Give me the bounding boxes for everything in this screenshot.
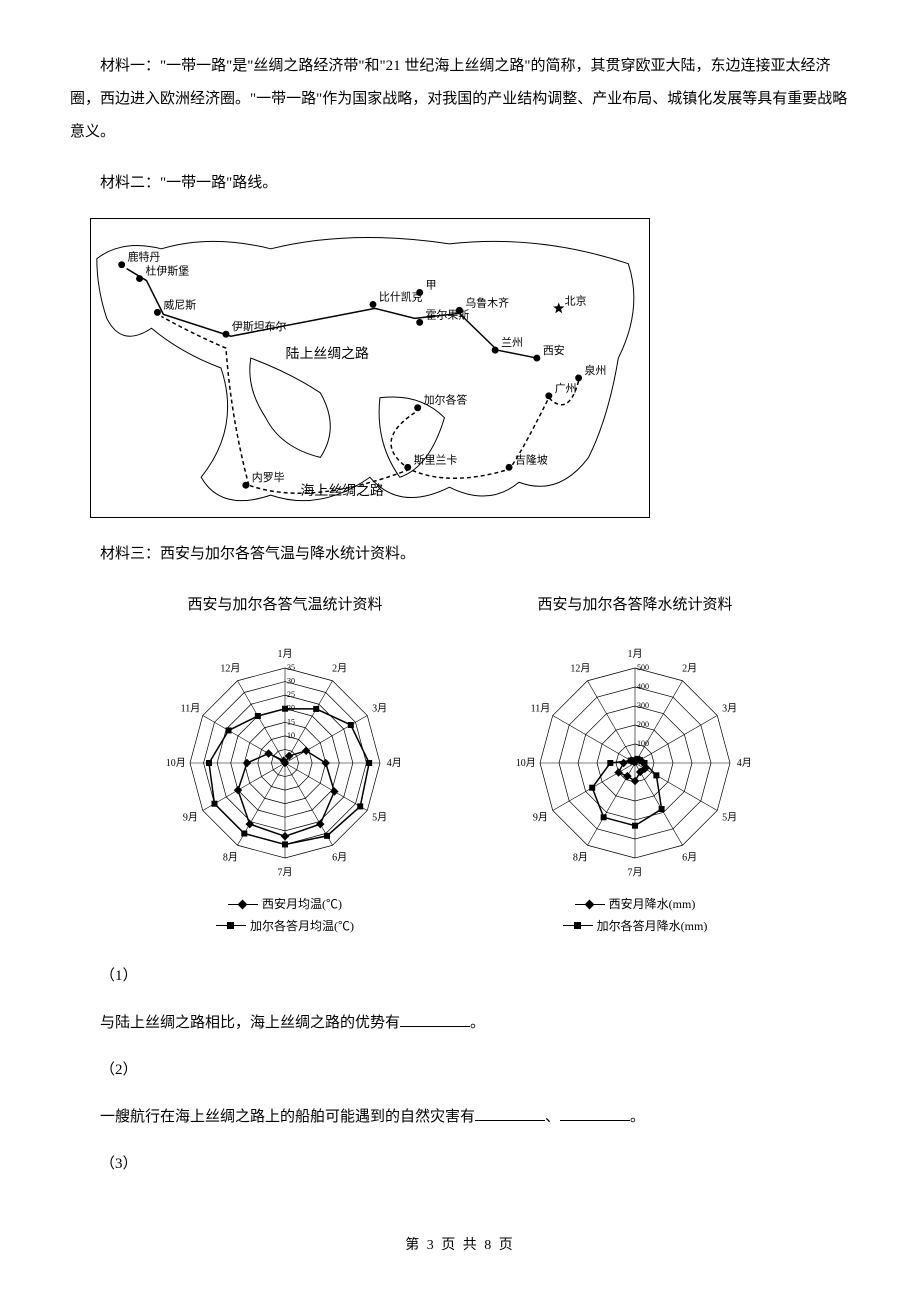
svg-text:鹿特丹: 鹿特丹 [128, 250, 161, 264]
temp-legend-1: 西安月均温(℃) [262, 895, 342, 913]
svg-text:1月: 1月 [628, 648, 643, 660]
q2-post: 。 [630, 1109, 645, 1125]
svg-text:11月: 11月 [181, 702, 201, 714]
svg-text:广州: 广州 [555, 382, 577, 395]
q1-pre: 与陆上丝绸之路相比，海上丝绸之路的优势有 [100, 1015, 400, 1031]
svg-text:3月: 3月 [372, 702, 387, 714]
svg-text:伊斯坦布尔: 伊斯坦布尔 [232, 319, 287, 333]
charts-row: 西安与加尔各答气温统计资料 1月 2月 3月 4月 5月 6月 7月 8月 9月 10月 11月 12… [130, 589, 850, 935]
svg-text:3月: 3月 [722, 702, 737, 714]
question-3-num: （3） [70, 1148, 850, 1181]
svg-text:海上丝绸之路: 海上丝绸之路 [300, 483, 383, 499]
temp-legend-2: 加尔各答月均温(℃) [250, 917, 354, 935]
svg-text:内罗毕: 内罗毕 [252, 470, 285, 484]
svg-text:300: 300 [637, 701, 649, 710]
q2-sep: 、 [545, 1109, 560, 1125]
svg-text:11月: 11月 [531, 702, 551, 714]
svg-text:8月: 8月 [573, 852, 588, 864]
svg-text:北京: 北京 [565, 293, 587, 307]
temp-chart-title: 西安与加尔各答气温统计资料 [130, 589, 440, 622]
svg-text:500: 500 [637, 663, 649, 672]
svg-text:西安: 西安 [543, 343, 565, 357]
precip-radar-svg: 1月 2月 3月 4月 5月 6月 7月 8月 9月 10月 11月 12月 500 400 300 200 1… [480, 628, 790, 888]
temp-legend: 西安月均温(℃) 加尔各答月均温(℃) [130, 892, 440, 935]
svg-text:7月: 7月 [628, 866, 643, 878]
svg-text:威尼斯: 威尼斯 [163, 298, 196, 311]
svg-text:比什凯克: 比什凯克 [379, 290, 423, 303]
svg-text:杜伊斯堡: 杜伊斯堡 [146, 264, 190, 278]
precip-legend: 西安月降水(mm) 加尔各答月降水(mm) [480, 892, 790, 935]
svg-text:10: 10 [287, 731, 295, 740]
svg-text:6月: 6月 [332, 852, 347, 864]
precip-legend-2: 加尔各答月降水(mm) [597, 917, 708, 935]
svg-text:1月: 1月 [278, 648, 293, 660]
svg-text:泉州: 泉州 [585, 363, 607, 377]
svg-text:35: 35 [287, 663, 295, 672]
svg-text:25: 25 [287, 690, 295, 699]
question-2-num: （2） [70, 1054, 850, 1087]
svg-text:8月: 8月 [223, 852, 238, 864]
question-2-text: 一艘航行在海上丝绸之路上的船舶可能遇到的自然灾害有 、 。 [70, 1101, 850, 1134]
svg-text:陆上丝绸之路: 陆上丝绸之路 [286, 346, 369, 362]
material-3-intro: 材料三：西安与加尔各答气温与降水统计资料。 [70, 538, 850, 571]
belt-road-map: 陆上丝绸之路海上丝绸之路鹿特丹杜伊斯堡威尼斯伊斯坦布尔比什凯克甲霍尔果斯乌鲁木齐… [90, 218, 650, 518]
temp-chart-block: 西安与加尔各答气温统计资料 1月 2月 3月 4月 5月 6月 7月 8月 9月 10月 11月 12… [130, 589, 440, 935]
q2-blank-1 [475, 1106, 545, 1121]
svg-text:斯里兰卡: 斯里兰卡 [414, 453, 458, 466]
svg-text:30: 30 [287, 677, 295, 686]
svg-text:200: 200 [637, 720, 649, 729]
map-svg: 陆上丝绸之路海上丝绸之路鹿特丹杜伊斯堡威尼斯伊斯坦布尔比什凯克甲霍尔果斯乌鲁木齐… [91, 219, 649, 517]
material-2-intro: 材料二："一带一路"路线。 [70, 167, 850, 200]
question-1-text: 与陆上丝绸之路相比，海上丝绸之路的优势有 。 [70, 1007, 850, 1040]
precip-chart-block: 西安与加尔各答降水统计资料 1月 2月 3月 4月 5月 6月 7月 8月 9月 10月 11月 12… [480, 589, 790, 935]
svg-text:400: 400 [637, 682, 649, 691]
svg-text:加尔各答: 加尔各答 [424, 393, 468, 407]
svg-text:4月: 4月 [387, 757, 402, 769]
page-footer: 第 3 页 共 8 页 [70, 1231, 850, 1262]
svg-text:12月: 12月 [570, 662, 590, 674]
material-1-text: 材料一："一带一路"是"丝绸之路经济带"和"21 世纪海上丝绸之路"的简称，其贯… [70, 50, 850, 149]
svg-text:甲: 甲 [426, 280, 437, 292]
svg-text:10月: 10月 [516, 757, 536, 769]
svg-text:9月: 9月 [183, 812, 198, 824]
svg-text:4月: 4月 [737, 757, 752, 769]
svg-text:9月: 9月 [533, 812, 548, 824]
q1-post: 。 [470, 1015, 485, 1031]
svg-text:5月: 5月 [722, 812, 737, 824]
svg-text:2月: 2月 [332, 662, 347, 674]
temp-radar-svg: 1月2月3月4月5月6月7月8月9月10月11月12月353025201510 [130, 628, 440, 888]
q1-blank [400, 1012, 470, 1027]
svg-text:吉隆坡: 吉隆坡 [515, 452, 548, 466]
svg-text:15: 15 [287, 717, 295, 726]
q2-pre: 一艘航行在海上丝绸之路上的船舶可能遇到的自然灾害有 [100, 1109, 475, 1125]
q2-blank-2 [560, 1106, 630, 1121]
svg-text:2月: 2月 [682, 662, 697, 674]
svg-text:100: 100 [637, 739, 649, 748]
svg-text:7月: 7月 [278, 866, 293, 878]
svg-text:乌鲁木齐: 乌鲁木齐 [465, 295, 509, 309]
precip-chart-title: 西安与加尔各答降水统计资料 [480, 589, 790, 622]
svg-text:12月: 12月 [220, 662, 240, 674]
svg-text:10月: 10月 [166, 757, 186, 769]
svg-text:5月: 5月 [372, 812, 387, 824]
precip-legend-1: 西安月降水(mm) [609, 895, 696, 913]
svg-text:6月: 6月 [682, 852, 697, 864]
question-1-num: （1） [70, 960, 850, 993]
svg-text:兰州: 兰州 [501, 336, 523, 349]
